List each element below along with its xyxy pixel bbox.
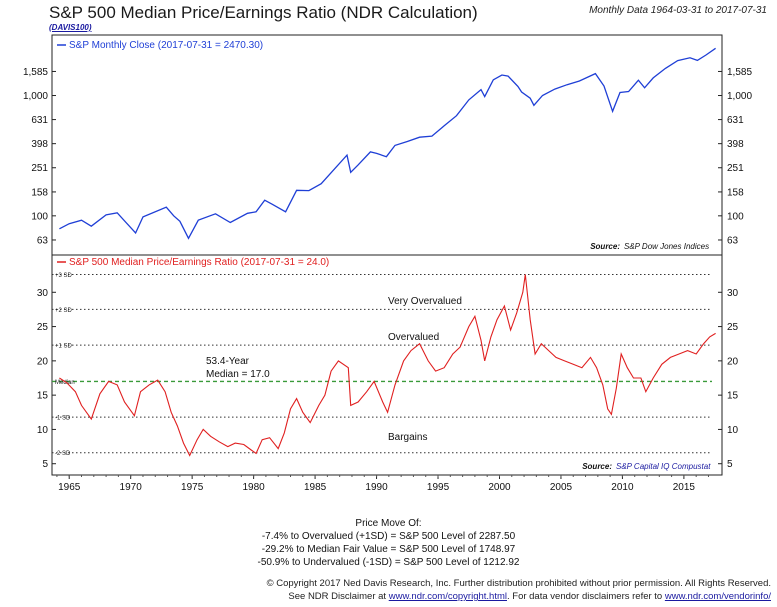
pe-ytick-label-right: 20 [727, 356, 739, 367]
pe-xtick-label: 1970 [120, 482, 143, 493]
pe-x-axis: 1965 1970 1975 1980 1985 1990 1995 2000 2005 2010… [56, 475, 709, 493]
pe-panel-frame [51, 254, 723, 476]
price-ytick-label-left: 1,000 [23, 91, 48, 102]
disclaimer-middle: . For data vendor disclaimers refer to [506, 591, 665, 602]
pe-ytick-label-left: 20 [37, 356, 49, 367]
pe-xtick-label: 1990 [365, 482, 388, 493]
pe-ytick-label-left: 30 [37, 288, 49, 299]
copyright-notice: © Copyright 2017 Ned Davis Research, Inc… [266, 578, 771, 589]
price-ytick-label-right: 100 [727, 211, 744, 222]
price-ytick-label-left: 398 [31, 139, 48, 150]
pe-ytick-label-right: 10 [727, 425, 739, 436]
pe-reference-label: +2 SD [55, 308, 73, 314]
pe-reference-label: -2 SD [55, 451, 71, 457]
pe-xtick-label: 2010 [611, 482, 634, 493]
bargains-label: Bargains [388, 432, 427, 443]
price-ytick-label-right: 158 [727, 187, 744, 198]
pe-ytick-label-right: 30 [727, 288, 739, 299]
price-ytick-label-left: 100 [31, 211, 48, 222]
price-move-undervalued: -50.9% to Undervalued (-1SD) = S&P 500 L… [257, 557, 520, 568]
pe-legend-label: S&P 500 Median Price/Earnings Ratio (201… [69, 257, 329, 268]
pe-y-axis: 5 5 10 10 15 15 20 20 25 25 30 30 [37, 288, 739, 470]
price-source-label: Source: [590, 242, 620, 251]
price-source-text: S&P Dow Jones Indices [624, 242, 709, 251]
median-annotation-line1: 53.4-Year [206, 356, 250, 367]
price-ytick-label-right: 1,000 [727, 91, 752, 102]
pe-source-text: S&P Capital IQ Compustat [616, 462, 711, 471]
overvalued-label: Overvalued [388, 332, 439, 343]
price-legend-label: S&P Monthly Close (2017-07-31 = 2470.30) [69, 40, 263, 51]
price-move-title: Price Move Of: [355, 518, 422, 529]
disclaimer-prefix: See NDR Disclaimer at [288, 591, 389, 602]
price-ytick-label-left: 158 [31, 187, 48, 198]
price-y-axis: 63 63 100 100 158 158 251 251 398 398 631 631 1,000 1… [23, 67, 752, 247]
pe-ytick-label-left: 25 [37, 322, 49, 333]
pe-xtick-label: 1965 [58, 482, 81, 493]
pe-xtick-label: 1980 [242, 482, 265, 493]
price-ytick-label-left: 631 [31, 115, 48, 126]
median-annotation-line2: Median = 17.0 [206, 369, 270, 380]
pe-xtick-label: 1985 [304, 482, 327, 493]
pe-xtick-label: 2000 [488, 482, 511, 493]
price-ytick-label-right: 398 [727, 139, 744, 150]
very-overvalued-label: Very Overvalued [388, 296, 462, 307]
pe-xtick-label: 1975 [181, 482, 204, 493]
disclaimer-line: See NDR Disclaimer at www.ndr.com/copyri… [288, 591, 771, 602]
price-ytick-label-right: 631 [727, 115, 744, 126]
chart-title: S&P 500 Median Price/Earnings Ratio (NDR… [49, 3, 478, 22]
pe-ytick-label-left: 10 [37, 425, 49, 436]
price-ytick-label-left: 63 [37, 235, 49, 246]
pe-ytick-label-left: 15 [37, 391, 49, 402]
chart-code-link[interactable]: (DAVIS100) [49, 23, 92, 32]
pe-ytick-label-left: 5 [42, 459, 48, 470]
price-series-line [59, 47, 716, 240]
pe-ytick-label-right: 5 [727, 459, 733, 470]
pe-xtick-label: 1995 [427, 482, 450, 493]
price-ytick-label-right: 251 [727, 163, 744, 174]
pe-ytick-label-right: 15 [727, 391, 739, 402]
price-move-overvalued: -7.4% to Overvalued (+1SD) = S&P 500 Lev… [261, 531, 516, 542]
pe-reference-label: -1 SD [55, 416, 71, 422]
pe-xtick-label: 2005 [550, 482, 573, 493]
pe-reference-label: +3 SD [55, 273, 73, 279]
price-move-median: -29.2% to Median Fair Value = S&P 500 Le… [261, 544, 516, 555]
price-panel-frame [51, 34, 723, 256]
pe-reference-lines: +3 SD +2 SD +1 SD Median -1 SD -2 SD [52, 273, 712, 457]
price-ytick-label-left: 251 [31, 163, 48, 174]
data-range-label: Monthly Data 1964-03-31 to 2017-07-31 [589, 5, 767, 16]
price-ytick-label-right: 1,585 [727, 67, 752, 78]
price-ytick-label-left: 1,585 [23, 67, 48, 78]
pe-reference-label: Median [55, 380, 75, 386]
price-ytick-label-right: 63 [727, 235, 739, 246]
pe-series-line [59, 274, 716, 457]
pe-xtick-label: 2015 [673, 482, 696, 493]
pe-reference-label: +1 SD [55, 344, 73, 350]
copyright-link[interactable]: www.ndr.com/copyright.html [388, 591, 507, 602]
pe-source-label: Source: [582, 462, 612, 471]
vendorinfo-link[interactable]: www.ndr.com/vendorinfo/ [664, 591, 771, 602]
pe-ytick-label-right: 25 [727, 322, 739, 333]
